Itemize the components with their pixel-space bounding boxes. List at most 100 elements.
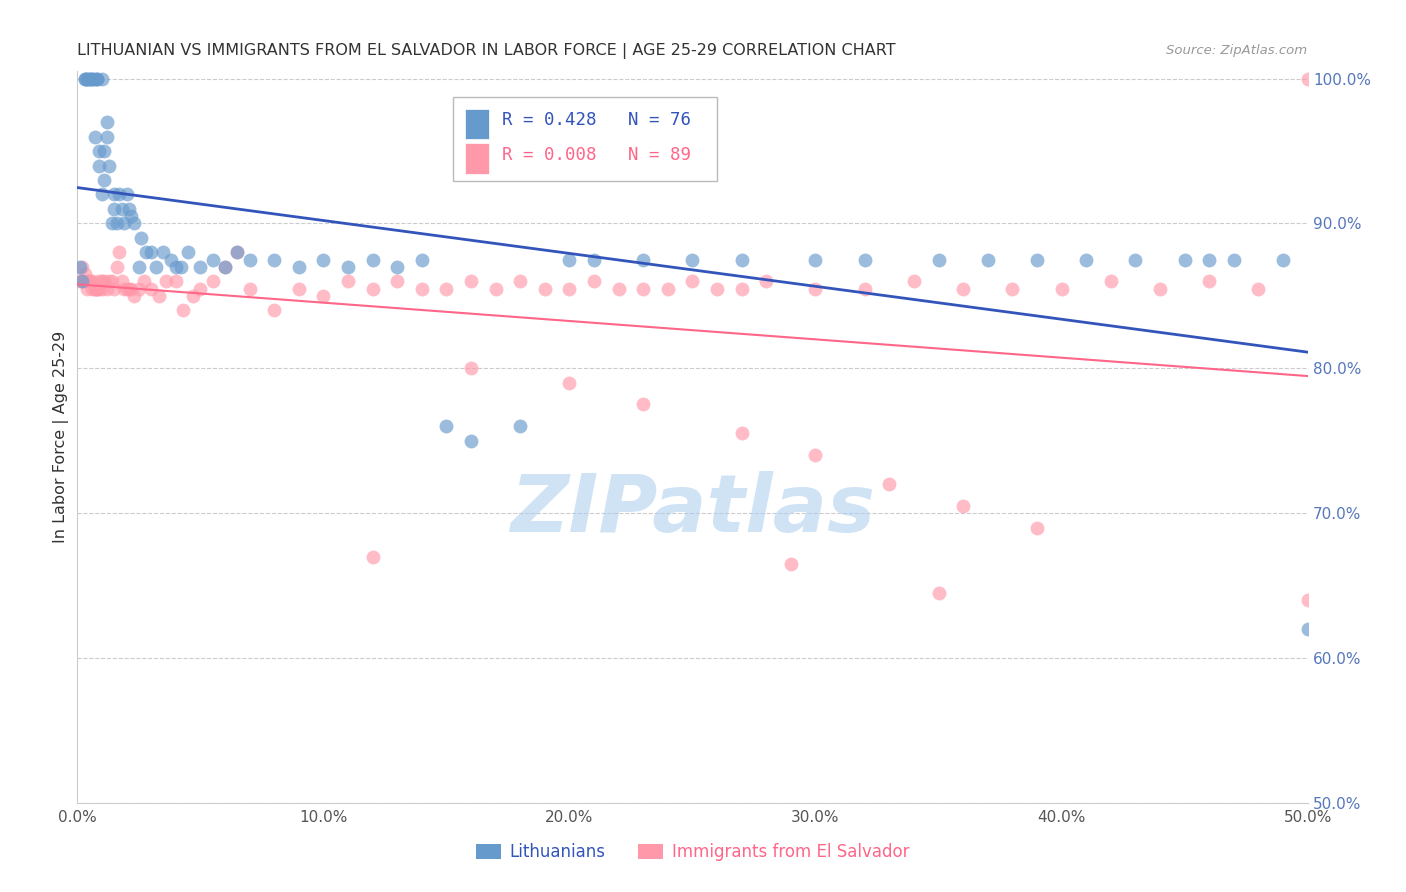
Point: [1198, 274, 1220, 288]
Point: [111, 274, 132, 288]
Point: [583, 274, 606, 288]
Text: R = 0.428   N = 76: R = 0.428 N = 76: [502, 112, 690, 129]
Point: [385, 274, 409, 288]
Point: [201, 252, 224, 267]
Point: [73, 267, 96, 281]
Point: [361, 252, 384, 267]
Point: [83, 282, 105, 296]
FancyBboxPatch shape: [465, 109, 489, 139]
Point: [558, 282, 581, 296]
Point: [90, 187, 114, 202]
Point: [411, 252, 433, 267]
Point: [98, 159, 121, 173]
Point: [155, 274, 177, 288]
Point: [361, 282, 384, 296]
Point: [682, 274, 704, 288]
Point: [607, 282, 630, 296]
Point: [148, 289, 170, 303]
FancyBboxPatch shape: [465, 143, 489, 174]
Point: [108, 245, 131, 260]
Point: [188, 260, 212, 274]
Point: [633, 282, 655, 296]
Point: [90, 274, 114, 288]
Point: [128, 282, 150, 296]
Point: [103, 282, 125, 296]
Point: [1174, 252, 1197, 267]
Point: [79, 274, 101, 288]
Point: [1076, 252, 1098, 267]
Point: [82, 282, 104, 296]
Point: [558, 376, 581, 390]
Point: [509, 419, 531, 434]
Point: [804, 252, 827, 267]
Point: [226, 245, 249, 260]
Point: [79, 71, 101, 86]
Point: [86, 282, 108, 296]
Point: [93, 173, 115, 187]
Point: [101, 274, 124, 288]
Point: [115, 282, 138, 296]
Point: [460, 434, 482, 448]
Point: [1223, 252, 1246, 267]
Point: [337, 260, 360, 274]
Point: [201, 274, 224, 288]
Point: [977, 252, 1000, 267]
Point: [83, 282, 105, 296]
Point: [534, 282, 557, 296]
Point: [111, 202, 132, 216]
Point: [70, 274, 93, 288]
Point: [731, 282, 754, 296]
Point: [263, 252, 285, 267]
Point: [583, 252, 606, 267]
Point: [86, 71, 108, 86]
Point: [132, 274, 155, 288]
Point: [82, 274, 104, 288]
Point: [165, 274, 187, 288]
Point: [633, 397, 655, 411]
Point: [73, 274, 96, 288]
Point: [731, 426, 754, 441]
Point: [288, 282, 311, 296]
Point: [122, 216, 145, 230]
Point: [879, 477, 901, 491]
Point: [73, 71, 96, 86]
Point: [903, 274, 925, 288]
Point: [105, 216, 128, 230]
Point: [108, 187, 131, 202]
Point: [853, 282, 876, 296]
Point: [89, 159, 111, 173]
Text: ZIPatlas: ZIPatlas: [510, 471, 875, 549]
Point: [141, 245, 163, 260]
Text: R = 0.008   N = 89: R = 0.008 N = 89: [502, 146, 690, 164]
Point: [385, 260, 409, 274]
Point: [135, 245, 157, 260]
Point: [485, 282, 508, 296]
Legend: Lithuanians, Immigrants from El Salvador: Lithuanians, Immigrants from El Salvador: [470, 837, 915, 868]
Point: [70, 274, 93, 288]
Point: [121, 282, 143, 296]
Point: [633, 252, 655, 267]
Point: [239, 282, 262, 296]
Point: [79, 71, 101, 86]
Y-axis label: In Labor Force | Age 25-29: In Labor Force | Age 25-29: [53, 331, 69, 543]
Point: [1296, 622, 1319, 636]
Point: [460, 274, 482, 288]
Point: [755, 274, 778, 288]
Point: [1026, 252, 1049, 267]
Point: [288, 260, 311, 274]
Point: [112, 216, 135, 230]
Point: [73, 71, 96, 86]
Point: [1099, 274, 1122, 288]
Point: [263, 303, 285, 318]
Point: [181, 289, 204, 303]
Point: [70, 260, 93, 274]
Point: [509, 274, 531, 288]
Point: [160, 252, 183, 267]
Point: [706, 282, 728, 296]
Point: [93, 274, 115, 288]
Point: [141, 282, 163, 296]
Point: [177, 245, 200, 260]
Point: [1001, 282, 1024, 296]
Point: [1125, 252, 1147, 267]
Point: [952, 282, 974, 296]
